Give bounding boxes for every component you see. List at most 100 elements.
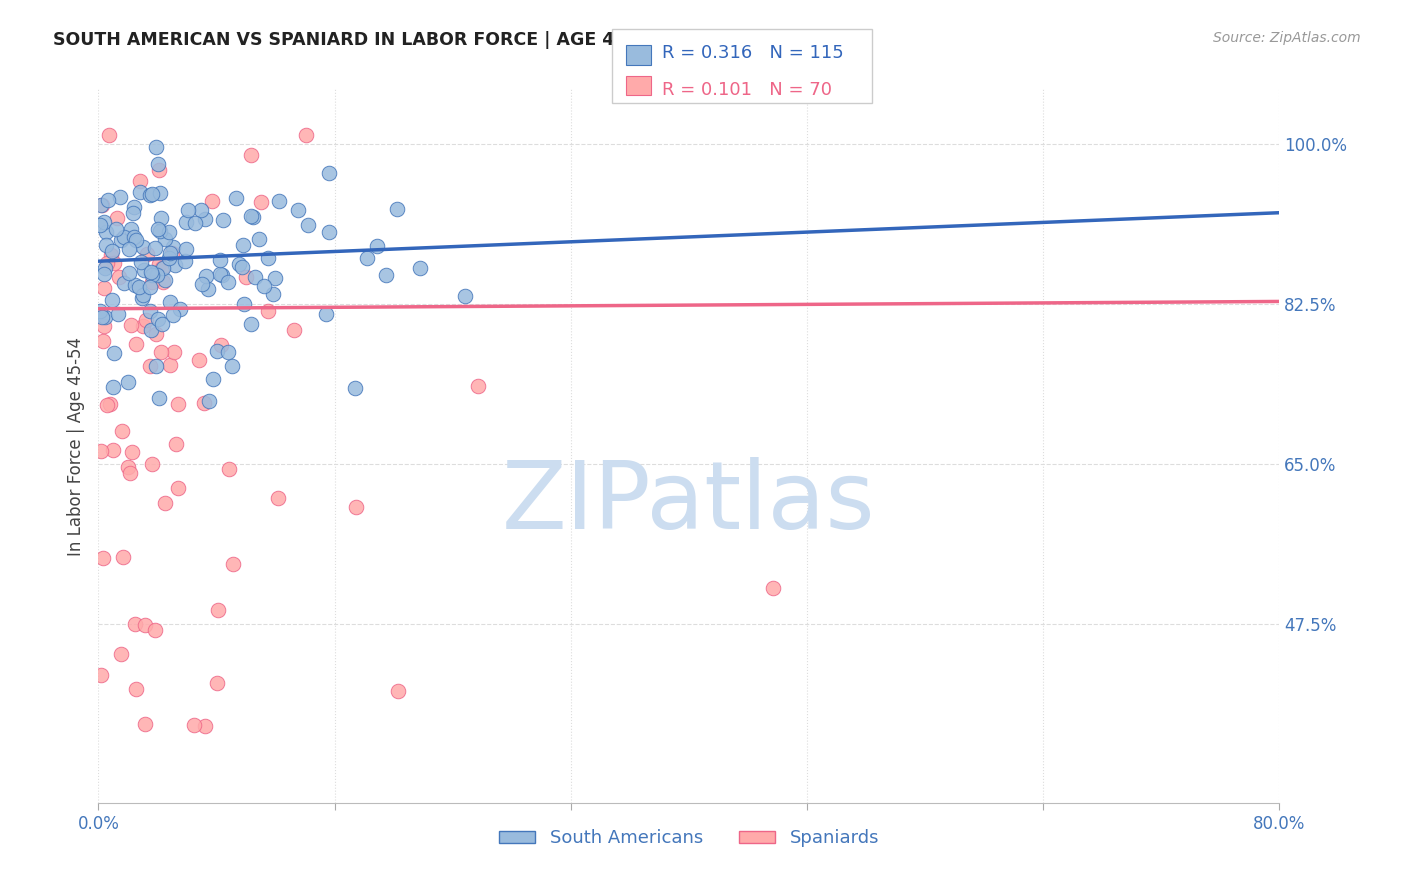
- Point: [149, 344, 172, 359]
- Point: [120, 466, 142, 480]
- Point: [118, 242, 141, 256]
- Point: [195, 268, 218, 283]
- Point: [103, 346, 125, 360]
- Point: [129, 186, 152, 200]
- Point: [131, 291, 153, 305]
- Point: [117, 460, 139, 475]
- Point: [209, 267, 232, 281]
- Point: [139, 188, 162, 202]
- Point: [232, 238, 254, 252]
- Point: [118, 266, 141, 280]
- Point: [141, 457, 163, 471]
- Point: [243, 269, 266, 284]
- Point: [153, 273, 176, 287]
- Text: R = 0.101   N = 70: R = 0.101 N = 70: [662, 81, 832, 99]
- Point: [110, 190, 132, 204]
- Point: [267, 491, 290, 506]
- Point: [146, 156, 169, 170]
- Point: [190, 203, 212, 218]
- Point: [318, 166, 340, 180]
- Point: [148, 392, 170, 406]
- Point: [94, 225, 117, 239]
- Point: [96, 256, 118, 270]
- Point: [98, 128, 121, 142]
- Point: [184, 217, 207, 231]
- Point: [101, 443, 124, 458]
- Point: [152, 261, 174, 276]
- Point: [176, 215, 198, 229]
- Point: [453, 289, 475, 303]
- Point: [201, 372, 224, 386]
- Point: [152, 275, 174, 289]
- Point: [93, 268, 115, 282]
- Point: [249, 195, 271, 210]
- Point: [125, 337, 148, 351]
- Point: [247, 232, 270, 246]
- Point: [344, 380, 367, 394]
- Point: [318, 225, 340, 239]
- Point: [112, 277, 135, 291]
- Point: [110, 647, 132, 661]
- Point: [193, 396, 215, 410]
- Point: [104, 222, 127, 236]
- Point: [163, 259, 186, 273]
- Point: [159, 358, 181, 372]
- Point: [149, 211, 172, 225]
- Point: [124, 617, 146, 632]
- Point: [287, 202, 309, 217]
- Point: [208, 253, 231, 268]
- Point: [190, 277, 212, 292]
- Point: [100, 248, 122, 262]
- Point: [101, 379, 124, 393]
- Point: [90, 668, 112, 682]
- Point: [205, 343, 228, 358]
- Text: Source: ZipAtlas.com: Source: ZipAtlas.com: [1213, 31, 1361, 45]
- Point: [385, 202, 408, 216]
- Point: [124, 277, 146, 292]
- Point: [240, 209, 263, 223]
- Point: [141, 187, 163, 202]
- Point: [159, 245, 181, 260]
- Point: [93, 550, 115, 565]
- Point: [153, 232, 176, 246]
- Point: [194, 719, 217, 733]
- Point: [235, 269, 257, 284]
- Point: [146, 268, 169, 282]
- Point: [101, 244, 124, 258]
- Legend: South Americans, Spaniards: South Americans, Spaniards: [492, 822, 886, 855]
- Point: [120, 221, 142, 235]
- Point: [207, 676, 229, 690]
- Point: [139, 280, 162, 294]
- Point: [100, 397, 122, 411]
- Point: [143, 623, 166, 637]
- Point: [132, 288, 155, 302]
- Point: [94, 261, 117, 276]
- Point: [242, 210, 264, 224]
- Point: [145, 140, 167, 154]
- Point: [231, 260, 253, 274]
- Point: [201, 194, 224, 209]
- Point: [160, 245, 183, 260]
- Point: [295, 128, 318, 142]
- Point: [239, 148, 262, 162]
- Point: [148, 163, 170, 178]
- Point: [315, 307, 337, 321]
- Point: [138, 304, 160, 318]
- Point: [101, 293, 124, 307]
- Point: [176, 242, 198, 256]
- Point: [91, 334, 114, 348]
- Point: [110, 424, 132, 438]
- Point: [134, 618, 156, 632]
- Point: [269, 194, 291, 208]
- Point: [117, 375, 139, 389]
- Point: [256, 251, 278, 265]
- Point: [135, 247, 157, 261]
- Point: [90, 198, 112, 212]
- Point: [173, 254, 195, 268]
- Point: [94, 310, 117, 325]
- Point: [193, 211, 215, 226]
- Point: [135, 313, 157, 327]
- Point: [218, 462, 240, 476]
- Point: [139, 265, 162, 279]
- Point: [132, 318, 155, 333]
